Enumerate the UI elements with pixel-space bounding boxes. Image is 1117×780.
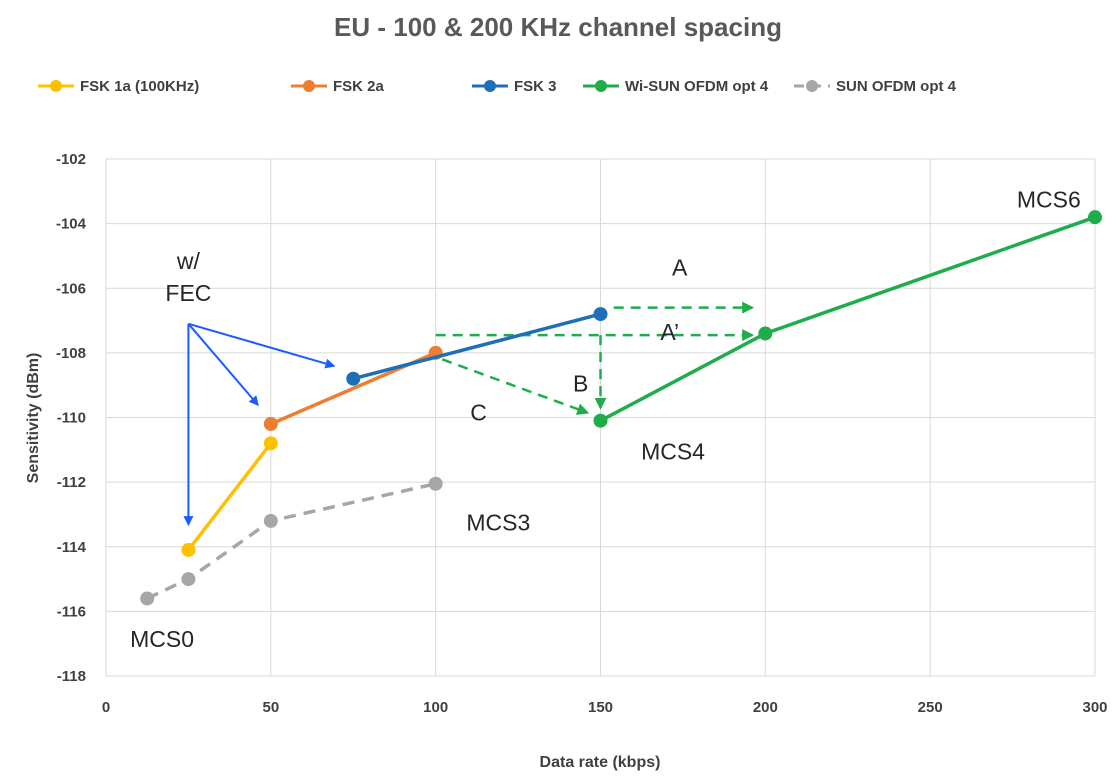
y-tick-labels: -102 -104 -106 -108 -110 -112 -114 -116 -118: [56, 151, 87, 685]
series-wi-sun-ofdm-opt-4: [593, 210, 1102, 428]
annotation-label: MCS4: [641, 439, 705, 465]
legend-item-sun-ofdm-opt-4: SUN OFDM opt 4: [794, 78, 957, 95]
data-point: [346, 371, 361, 386]
annotation-arrows: [183, 301, 755, 527]
series-fsk-3: [346, 307, 608, 386]
transition-arrow: [441, 358, 590, 415]
data-point: [1088, 210, 1102, 225]
annotation-label: MCS3: [466, 510, 530, 536]
legend-item-fsk-2a: FSK 2a: [291, 78, 385, 95]
legend: FSK 1a (100KHz) FSK 2a FSK 3 Wi-SUN OFDM op…: [38, 78, 957, 95]
y-tick-label: -102: [56, 151, 86, 168]
series-line: [352, 312, 601, 381]
legend-swatch-marker: [595, 80, 607, 92]
annotation-label: MCS0: [130, 626, 194, 652]
x-tick-label: 200: [753, 699, 778, 716]
x-tick-label: 0: [102, 699, 110, 716]
y-tick-label: -112: [57, 474, 86, 491]
legend-item-wi-sun-ofdm-opt-4: Wi-SUN OFDM opt 4: [583, 78, 769, 95]
legend-label: Wi-SUN OFDM opt 4: [625, 78, 769, 95]
annotation-label: FEC: [165, 280, 211, 306]
y-tick-label: -114: [57, 539, 87, 556]
y-tick-label: -118: [57, 668, 86, 685]
annotation-label: w/: [176, 248, 201, 274]
series-fsk-2a: [263, 345, 443, 431]
legend-swatch-marker: [484, 80, 496, 92]
x-axis-label: Data rate (kbps): [540, 754, 661, 771]
fec-arrow: [187, 323, 259, 407]
data-point: [593, 307, 608, 322]
annotation-label: B: [573, 371, 588, 397]
y-tick-label: -110: [57, 410, 86, 427]
legend-item-fsk-1a-100khz: FSK 1a (100KHz): [38, 78, 199, 95]
series-line: [146, 482, 437, 601]
x-tick-label: 100: [423, 699, 448, 716]
legend-label: FSK 3: [514, 78, 557, 95]
y-axis-label: Sensitivity (dBm): [25, 353, 42, 484]
data-point: [181, 572, 196, 587]
data-point: [140, 591, 155, 606]
series-fsk-1a-100khz: [181, 436, 278, 557]
data-point: [758, 326, 773, 341]
legend-label: FSK 1a (100KHz): [80, 78, 199, 95]
y-tick-label: -108: [56, 345, 86, 362]
legend-item-fsk-3: FSK 3: [472, 78, 557, 95]
annotation-label: C: [470, 400, 487, 426]
y-tick-label: -116: [57, 603, 86, 620]
x-tick-labels: 0 50 100 150 200 250 300: [102, 699, 1108, 716]
data-point: [263, 416, 278, 431]
chart-title: EU - 100 & 200 KHz channel spacing: [334, 12, 782, 42]
annotation-texts: w/FEC A A’ B C MCS0 MCS3 MCS4 MCS6: [130, 186, 1081, 651]
series-line: [187, 442, 273, 552]
data-point: [181, 542, 196, 557]
series-sun-ofdm-opt-4: [140, 476, 443, 606]
x-tick-label: 250: [918, 699, 943, 716]
annotation-label: A: [672, 254, 688, 280]
legend-swatch-marker: [303, 80, 315, 92]
y-tick-label: -106: [56, 280, 86, 297]
legend-swatch-marker: [50, 80, 62, 92]
legend-swatch-marker: [806, 80, 818, 92]
data-point: [263, 436, 278, 451]
series-group: [140, 210, 1102, 606]
data-point: [428, 476, 443, 491]
y-tick-label: -104: [56, 216, 87, 233]
fec-arrow: [188, 322, 336, 369]
x-tick-label: 300: [1082, 699, 1107, 716]
annotation-label: A’: [660, 319, 679, 345]
legend-label: SUN OFDM opt 4: [836, 78, 957, 95]
data-point: [263, 513, 278, 528]
x-tick-label: 150: [588, 699, 613, 716]
data-point: [593, 413, 608, 428]
legend-label: FSK 2a: [333, 78, 385, 95]
annotation-label: MCS6: [1017, 186, 1081, 212]
x-tick-label: 50: [262, 699, 279, 716]
